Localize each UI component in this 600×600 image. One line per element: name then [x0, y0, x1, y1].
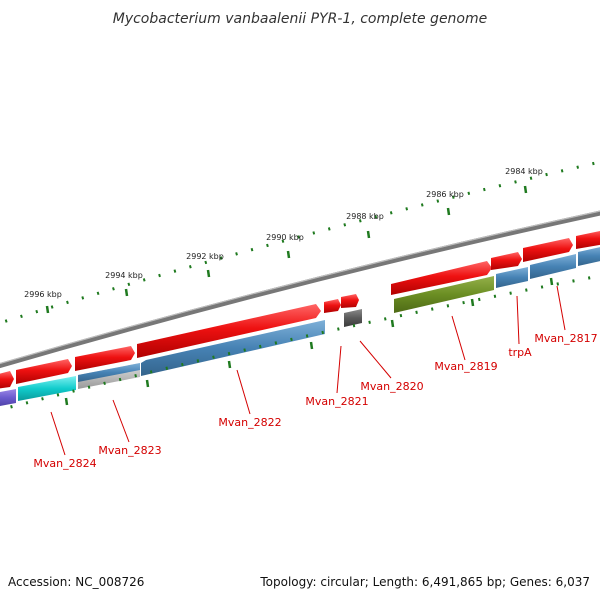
- gene-forward-5: [324, 299, 341, 313]
- gene-label-mvan-2822: Mvan_2822: [218, 416, 281, 429]
- gene-label-mvan-2824: Mvan_2824: [33, 457, 96, 470]
- gene-label-mvan-2823: Mvan_2823: [98, 444, 161, 457]
- kbp-label-2992: 2992 kbp: [186, 252, 224, 261]
- gene-label-mvan-2821: Mvan_2821: [305, 395, 368, 408]
- gene-reverse-blue-5: [578, 247, 600, 266]
- major-ticks: [45, 185, 528, 314]
- gene-reverse-blue-4: [530, 254, 576, 279]
- reverse-strand-genes: [0, 247, 600, 407]
- kbp-label-2994: 2994 kbp: [105, 271, 143, 280]
- backbone-highlight: [0, 210, 600, 365]
- forward-strand-genes: [0, 231, 600, 389]
- gene-label-trpa: trpA: [508, 346, 532, 359]
- kbp-label-2986: 2986 kbp: [426, 190, 464, 199]
- gene-reverse-blue-2: [141, 320, 325, 376]
- gene-label-mvan-2817: Mvan_2817: [534, 332, 597, 345]
- gene-label-mvan-2819: Mvan_2819: [434, 360, 497, 373]
- gene-forward-6: [341, 294, 359, 308]
- gene-reverse-dark: [344, 309, 362, 327]
- kbp-tick-ring: [0, 160, 600, 325]
- gene-forward-1: [0, 371, 14, 389]
- kbp-label-2984: 2984 kbp: [505, 167, 543, 176]
- inner-tick-ring: [0, 274, 600, 412]
- gene-forward-7: [391, 261, 492, 295]
- gene-reverse-blue-1: [78, 363, 140, 382]
- gene-reverse-purple: [0, 389, 16, 407]
- gene-reverse-cyan: [18, 376, 76, 401]
- gene-reverse-olive: [394, 276, 494, 313]
- gene-forward-3: [75, 346, 135, 371]
- label-leaders: [50, 285, 566, 456]
- gene-forward-8: [491, 252, 522, 270]
- kbp-label-2988: 2988 kbp: [346, 212, 384, 221]
- gene-label-mvan-2820: Mvan_2820: [360, 380, 423, 393]
- gene-forward-10: [576, 231, 600, 249]
- gene-forward-2: [16, 359, 72, 384]
- kbp-label-2996: 2996 kbp: [24, 290, 62, 299]
- gene-reverse-blue-3: [496, 267, 528, 288]
- gene-forward-9: [523, 238, 573, 262]
- topology-text: Topology: circular; Length: 6,491,865 bp…: [259, 575, 590, 589]
- inner-major-ticks: [64, 277, 554, 406]
- kbp-label-2990: 2990 kbp: [266, 233, 304, 242]
- genome-backbone: [0, 210, 600, 369]
- accession-text: Accession: NC_008726: [8, 575, 144, 589]
- gene-forward-4: [137, 304, 321, 358]
- map-title: Mycobacterium vanbaalenii PYR-1, complet…: [113, 11, 488, 27]
